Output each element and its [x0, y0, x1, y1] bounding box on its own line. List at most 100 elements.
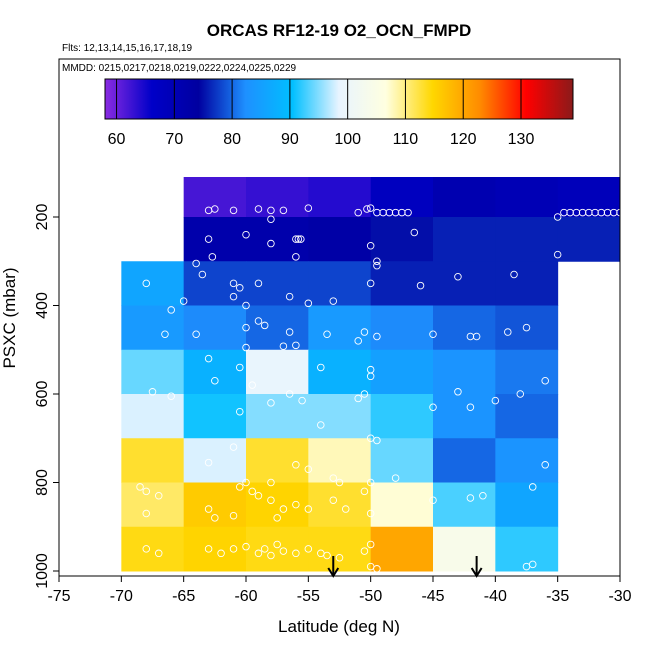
- heatmap-cell: [121, 482, 185, 528]
- sample-point: [298, 396, 306, 405]
- sample-point: [454, 388, 462, 396]
- y-tick-label: 600: [34, 381, 51, 408]
- sample-point: [341, 505, 350, 513]
- sample-point: [354, 208, 362, 217]
- heatmap-cell: [557, 217, 621, 262]
- sample-point: [516, 390, 525, 398]
- sample-point: [292, 341, 300, 350]
- sample-point: [204, 545, 213, 553]
- x-tick-label: -50: [359, 588, 382, 605]
- sample-point: [192, 259, 200, 268]
- sample-point: [466, 494, 475, 502]
- sample-point: [366, 509, 375, 518]
- heatmap-cell: [433, 349, 496, 395]
- sample-point: [522, 323, 531, 332]
- sample-point: [211, 514, 219, 522]
- sample-point: [254, 205, 263, 213]
- heatmap-cell: [308, 305, 372, 351]
- sample-point: [366, 204, 375, 212]
- heatmap-cell: [370, 438, 434, 483]
- colorbar-tick-label: 120: [450, 131, 477, 148]
- heatmap-cell: [121, 394, 185, 439]
- sample-point: [429, 403, 437, 412]
- sample-point: [204, 354, 213, 363]
- sample-point: [204, 235, 213, 243]
- heatmap-cell: [308, 261, 372, 306]
- heatmap-cell: [370, 261, 434, 306]
- y-tick-label: 800: [34, 469, 51, 496]
- sample-point: [541, 376, 549, 385]
- x-tick-label: -45: [421, 588, 444, 605]
- sample-point: [553, 250, 562, 259]
- sample-point: [491, 396, 500, 405]
- sample-point: [254, 492, 263, 500]
- sample-point: [304, 545, 313, 553]
- sample-point: [229, 443, 238, 451]
- sample-point: [211, 205, 219, 213]
- heatmap-cell: [495, 394, 559, 439]
- sample-point: [292, 235, 300, 243]
- sample-point: [329, 496, 338, 504]
- heatmap-cell: [370, 305, 434, 351]
- x-tick-label: -60: [234, 588, 257, 605]
- chart-title: ORCAS RF12-19 O2_OCN_FMPD: [207, 21, 472, 40]
- x-tick-label: -40: [484, 588, 507, 605]
- sample-point: [304, 465, 313, 473]
- sample-point: [304, 204, 313, 212]
- sample-point: [354, 394, 362, 403]
- heatmap-cell: [246, 305, 309, 351]
- sample-point: [304, 505, 313, 513]
- sample-point: [260, 321, 269, 330]
- sample-point: [360, 328, 369, 336]
- sample-point: [229, 279, 238, 288]
- sample-point: [242, 478, 250, 487]
- y-axis: 200 400 600 800 1000: [34, 204, 60, 589]
- heatmap-cell: [370, 217, 434, 262]
- sample-point: [267, 551, 275, 560]
- heatmap-cell: [183, 177, 247, 218]
- sample-point: [142, 545, 151, 553]
- sample-point: [285, 390, 294, 398]
- sample-point: [248, 381, 256, 389]
- sample-point: [323, 330, 331, 339]
- sample-point: [242, 230, 250, 239]
- sample-point: [229, 292, 238, 301]
- heatmap-cell: [370, 394, 434, 439]
- sample-point: [466, 403, 475, 412]
- sample-point: [254, 549, 263, 558]
- sample-point: [285, 328, 294, 336]
- heatmap-cell: [246, 526, 309, 572]
- sample-point: [373, 332, 381, 341]
- heatmap-cell: [183, 305, 247, 351]
- heatmap-cell: [246, 261, 309, 306]
- heatmap-cell: [495, 177, 559, 218]
- heatmap-cell: [121, 526, 185, 572]
- sample-point: [267, 496, 275, 504]
- sample-point: [236, 483, 244, 491]
- sample-point: [292, 500, 300, 509]
- heatmap-cell: [121, 438, 185, 483]
- sample-point: [354, 337, 362, 345]
- sample-point: [167, 306, 175, 314]
- heatmap-cell: [433, 305, 496, 351]
- sample-point: [391, 474, 400, 482]
- sample-point: [285, 292, 294, 301]
- x-tick-label: -30: [608, 588, 631, 605]
- sample-point: [373, 257, 381, 266]
- sample-point: [335, 478, 344, 487]
- heatmap-cell: [246, 349, 309, 395]
- sample-point: [204, 458, 213, 467]
- colorbar-tick-label: 100: [334, 131, 361, 148]
- heatmap-cell: [121, 305, 185, 351]
- sample-point: [323, 551, 331, 560]
- y-tick-label: 1000: [34, 553, 51, 589]
- sample-point: [229, 206, 238, 215]
- sample-point: [416, 281, 425, 290]
- sample-point: [229, 511, 238, 520]
- dates-subtitle: MMDD: 0215,0217,0218,0219,0222,0224,0225…: [62, 63, 297, 74]
- sample-point: [404, 208, 412, 217]
- sample-point: [366, 478, 375, 487]
- heatmap-cell: [433, 217, 496, 262]
- heatmap-cell: [370, 526, 434, 572]
